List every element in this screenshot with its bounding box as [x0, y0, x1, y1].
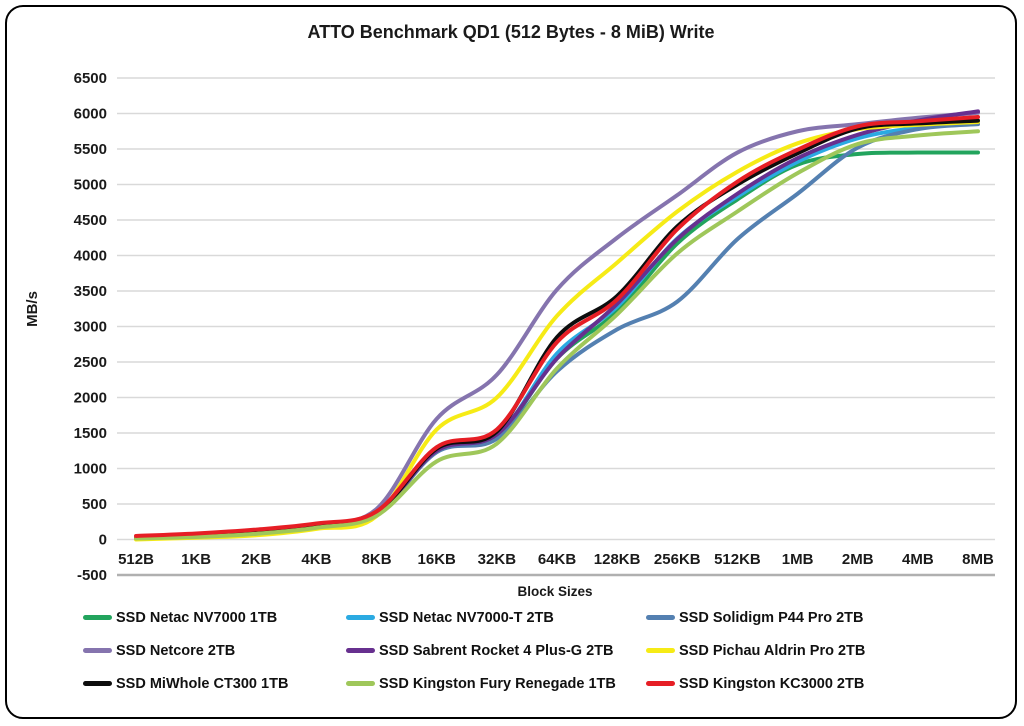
legend: SSD Netac NV7000 1TB SSD Netac NV7000-T 2…	[7, 607, 1015, 694]
legend-item: SSD Kingston Fury Renegade 1TB	[346, 673, 646, 694]
series-line	[134, 150, 980, 541]
x-tick-label: 64KB	[538, 551, 577, 568]
legend-item: SSD Pichau Aldrin Pro 2TB	[646, 640, 1015, 661]
y-tick-label: 6500	[74, 70, 107, 87]
series-lines	[134, 109, 980, 542]
chart-frame: ATTO Benchmark QD1 (512 Bytes - 8 MiB) W…	[5, 5, 1017, 719]
x-tick-label: 16KB	[418, 551, 457, 568]
y-tick-label: -500	[77, 567, 107, 584]
x-tick-label: 8KB	[362, 551, 392, 568]
legend-item: SSD Netcore 2TB	[83, 640, 346, 661]
x-tick-label: 32KB	[478, 551, 517, 568]
y-tick-label: 0	[99, 532, 107, 549]
series-line	[134, 129, 980, 541]
y-tick-label: 2500	[74, 354, 107, 371]
legend-item: SSD Sabrent Rocket 4 Plus-G 2TB	[346, 640, 646, 661]
y-tick-label: 3500	[74, 283, 107, 300]
y-axis-title: MB/s	[24, 291, 41, 327]
legend-swatch	[83, 615, 112, 620]
y-tick-label: 6000	[74, 106, 107, 123]
x-tick-label: 2MB	[842, 551, 874, 568]
series-line	[134, 118, 980, 541]
legend-swatch	[646, 648, 675, 653]
y-axis-tick-labels: 6500600055005000450040003500300025002000…	[74, 70, 107, 584]
chart-title: ATTO Benchmark QD1 (512 Bytes - 8 MiB) W…	[307, 22, 714, 42]
x-tick-label: 512B	[118, 551, 154, 568]
legend-item: SSD Netac NV7000 1TB	[83, 607, 346, 628]
legend-swatch	[646, 681, 675, 686]
series-line	[134, 115, 980, 538]
x-tick-label: 1KB	[181, 551, 211, 568]
x-tick-label: 8MB	[962, 551, 994, 568]
legend-swatch	[646, 615, 675, 620]
legend-swatch	[83, 681, 112, 686]
x-tick-label: 128KB	[594, 551, 641, 568]
legend-item: SSD Kingston KC3000 2TB	[646, 673, 1015, 694]
x-axis-title: Block Sizes	[517, 584, 592, 599]
legend-label: SSD Kingston Fury Renegade 1TB	[379, 675, 616, 692]
y-tick-label: 500	[82, 496, 107, 513]
legend-item: SSD MiWhole CT300 1TB	[83, 673, 346, 694]
x-axis-tick-labels: 512B 1KB 2KB 4KB 8KB 16KB 32KB 64KB 128KB 256KB 51…	[118, 551, 994, 568]
legend-swatch	[346, 681, 375, 686]
series-line	[134, 110, 980, 540]
legend-label: SSD Netac NV7000 1TB	[116, 609, 278, 626]
y-tick-label: 5000	[74, 177, 107, 194]
legend-label: SSD Netac NV7000-T 2TB	[379, 609, 554, 626]
legend-swatch	[346, 648, 375, 653]
gridlines	[117, 77, 995, 577]
legend-item: SSD Netac NV7000-T 2TB	[346, 607, 646, 628]
legend-label: SSD Kingston KC3000 2TB	[679, 675, 865, 692]
y-tick-label: 4000	[74, 248, 107, 265]
y-tick-label: 2000	[74, 390, 107, 407]
legend-label: SSD Solidigm P44 Pro 2TB	[679, 609, 864, 626]
legend-label: SSD Sabrent Rocket 4 Plus-G 2TB	[379, 642, 614, 659]
series-line	[134, 109, 980, 541]
series-line	[134, 122, 980, 541]
x-tick-label: 1MB	[782, 551, 814, 568]
y-tick-label: 3000	[74, 319, 107, 336]
y-tick-label: 1500	[74, 425, 107, 442]
x-tick-label: 4MB	[902, 551, 934, 568]
y-tick-label: 1000	[74, 461, 107, 478]
legend-label: SSD Netcore 2TB	[116, 642, 236, 659]
y-tick-label: 5500	[74, 141, 107, 158]
legend-item: SSD Solidigm P44 Pro 2TB	[646, 607, 1015, 628]
benchmark-line-chart: ATTO Benchmark QD1 (512 Bytes - 8 MiB) W…	[24, 22, 995, 599]
x-tick-label: 2KB	[241, 551, 271, 568]
x-tick-label: 4KB	[301, 551, 331, 568]
legend-label: SSD MiWhole CT300 1TB	[116, 675, 289, 692]
x-tick-label: 256KB	[654, 551, 701, 568]
y-tick-label: 4500	[74, 212, 107, 229]
legend-label: SSD Pichau Aldrin Pro 2TB	[679, 642, 866, 659]
legend-swatch	[83, 648, 112, 653]
x-tick-label: 512KB	[714, 551, 761, 568]
legend-swatch	[346, 615, 375, 620]
